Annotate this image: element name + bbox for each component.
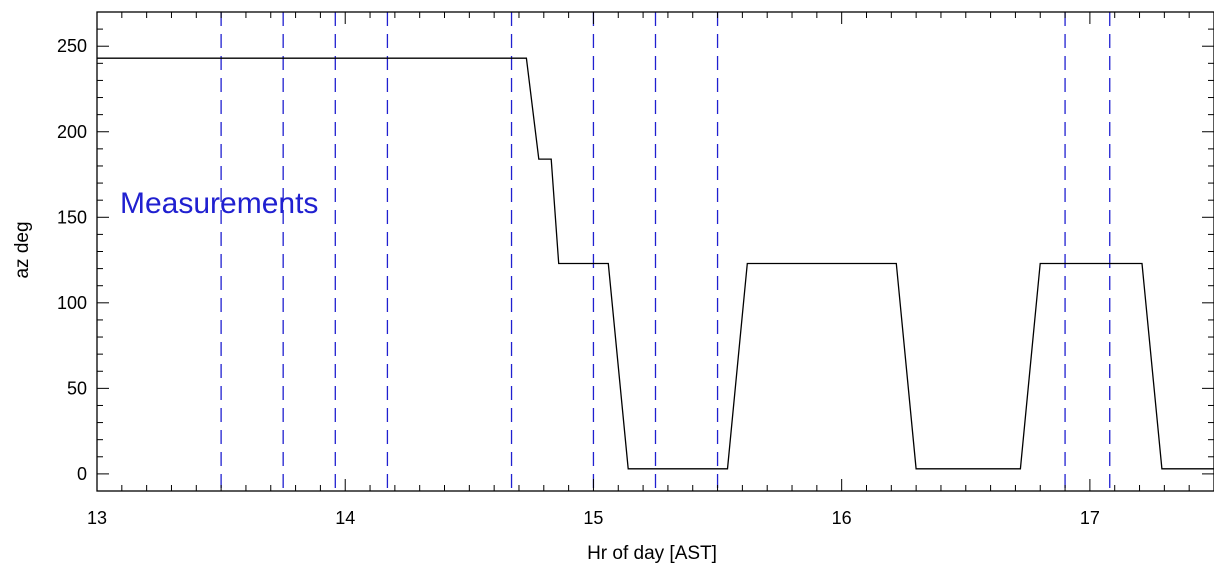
y-tick-label: 200: [57, 122, 87, 142]
y-tick-label: 250: [57, 36, 87, 56]
azimuth-series-line: [97, 57, 1214, 470]
plot-frame: [96, 11, 1214, 492]
axis-ticks: [96, 11, 1214, 492]
x-tick-label: 13: [87, 508, 107, 528]
y-tick-label: 0: [77, 464, 87, 484]
y-tick-label: 150: [57, 207, 87, 227]
measurements-annotation: Measurements: [120, 187, 318, 220]
x-axis-label: Hr of day [AST]: [587, 543, 717, 564]
x-tick-label: 14: [335, 508, 355, 528]
x-tick-label: 15: [583, 508, 603, 528]
x-tick-label: 16: [832, 508, 852, 528]
y-axis-label: az deg: [12, 221, 33, 278]
x-tick-label: 17: [1080, 508, 1100, 528]
y-tick-label: 50: [67, 378, 87, 398]
tick-labels: 13 14 15 16 17 0 50 100 150 200 250: [57, 36, 1100, 528]
measurement-lines: [220, 12, 1111, 491]
y-tick-label: 100: [57, 293, 87, 313]
